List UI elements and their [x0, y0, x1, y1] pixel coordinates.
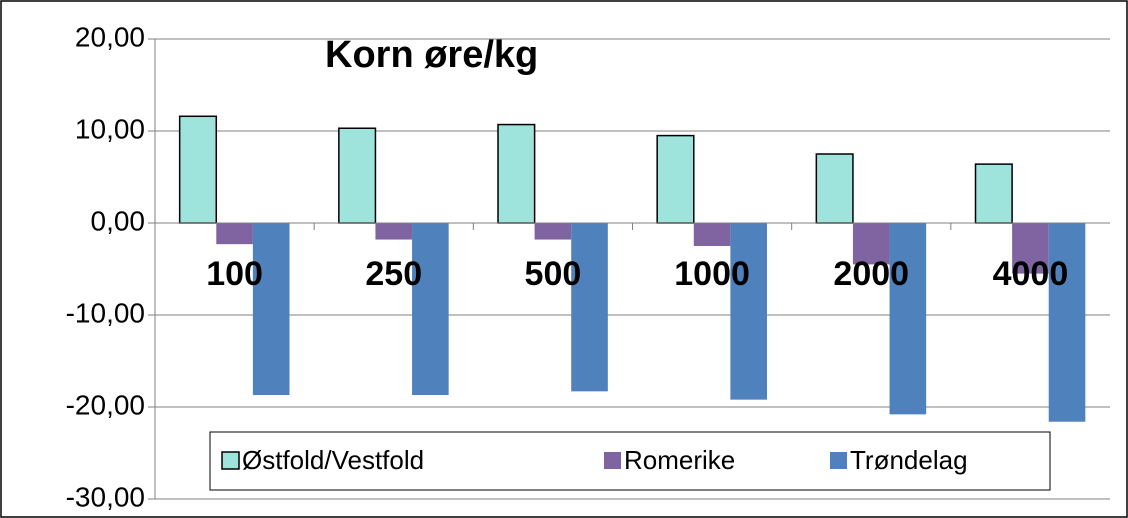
x-tick-label: 500: [525, 255, 582, 293]
bar: [815, 153, 854, 224]
bar: [412, 223, 449, 396]
x-tick-label: 4000: [993, 255, 1069, 293]
y-tick-label: 0,00: [91, 205, 146, 236]
bar: [1048, 223, 1086, 422]
bar: [338, 127, 377, 224]
legend-label: Romerike: [624, 445, 735, 475]
y-tick-label: 10,00: [75, 113, 145, 144]
bar: [571, 223, 608, 392]
x-tick-label: 100: [206, 255, 263, 293]
bar: [1012, 223, 1049, 274]
legend-box: [209, 431, 1051, 491]
x-tick-label: 2000: [833, 255, 909, 293]
legend-label: Trøndelag: [850, 445, 968, 475]
bar: [656, 134, 695, 224]
x-tick-label: 1000: [674, 255, 750, 293]
legend-swatch: [221, 451, 240, 470]
bar: [852, 223, 890, 265]
bar: [889, 223, 927, 415]
x-tick-label: 250: [365, 255, 422, 293]
bar: [730, 223, 767, 400]
bar: [497, 123, 536, 224]
bar: [252, 223, 290, 396]
y-tick-label: -10,00: [66, 297, 145, 328]
y-tick-label: -20,00: [66, 389, 145, 420]
chart-title: Korn øre/kg: [325, 34, 538, 76]
bar: [375, 223, 413, 240]
bar: [178, 115, 218, 224]
legend-swatch: [830, 452, 847, 469]
legend-swatch: [604, 452, 621, 469]
legend-label: Østfold/Vestfold: [242, 445, 424, 475]
bar: [693, 223, 731, 246]
bar: [534, 223, 572, 240]
y-tick-label: 20,00: [75, 21, 145, 52]
bar: [974, 163, 1013, 224]
bar: [216, 223, 253, 245]
y-tick-label: -30,00: [66, 481, 145, 512]
